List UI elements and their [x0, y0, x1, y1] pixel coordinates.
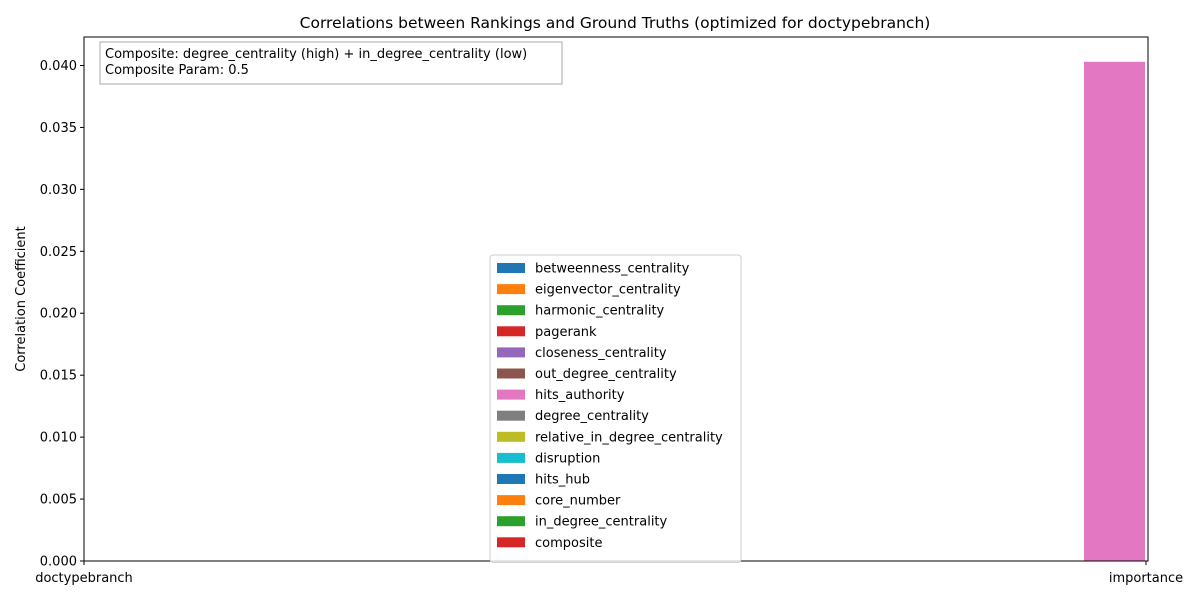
legend-label-core_number: core_number [535, 494, 621, 509]
legend-label-eigenvector_centrality: eigenvector_centrality [535, 283, 681, 298]
legend-label-relative_in_degree_centrality: relative_in_degree_centrality [535, 430, 723, 445]
legend-label-closeness_centrality: closeness_centrality [535, 346, 667, 361]
legend-swatch-closeness_centrality [497, 347, 525, 358]
legend-label-out_degree_centrality: out_degree_centrality [535, 367, 677, 382]
y-tick-label: 0.025 [40, 245, 77, 260]
legend-swatch-in_degree_centrality [497, 516, 525, 527]
legend: betweenness_centrality eigenvector_centra… [489, 254, 742, 563]
legend-swatch-relative_in_degree_centrality [497, 431, 525, 442]
y-tick-label: 0.015 [40, 369, 77, 384]
legend-label-in_degree_centrality: in_degree_centrality [535, 515, 668, 530]
y-tick-label: 0.010 [40, 431, 77, 446]
legend-label-harmonic_centrality: harmonic_centrality [535, 304, 665, 319]
legend-swatch-composite [497, 537, 525, 548]
bar-hits_authority-importance [1084, 61, 1145, 561]
y-tick-label: 0.030 [40, 183, 77, 198]
chart-title: Correlations between Rankings and Ground… [300, 14, 931, 32]
y-tick-label: 0.040 [40, 59, 77, 74]
legend-frame [489, 254, 742, 563]
y-tick-label: 0.020 [40, 307, 77, 322]
y-tick-label: 0.035 [40, 121, 77, 136]
y-tick-label: 0.000 [40, 555, 77, 570]
y-axis-title: Correlation Coefficient [14, 226, 29, 372]
legend-label-hits_hub: hits_hub [535, 473, 590, 488]
annotation-frame [99, 41, 563, 85]
legend-label-disruption: disruption [535, 451, 600, 466]
annotation-line: Composite: degree_centrality (high) + in… [105, 47, 527, 62]
y-tick-label: 0.005 [40, 493, 77, 508]
bars-layer [1084, 61, 1145, 561]
legend-swatch-disruption [497, 452, 525, 463]
x-tick-label: importance [1109, 571, 1183, 586]
annotation-line: Composite Param: 0.5 [105, 63, 249, 78]
legend-label-pagerank: pagerank [535, 325, 597, 340]
legend-label-betweenness_centrality: betweenness_centrality [535, 262, 690, 277]
legend-swatch-eigenvector_centrality [497, 284, 525, 295]
legend-swatch-degree_centrality [497, 410, 525, 421]
legend-swatch-core_number [497, 495, 525, 506]
legend-swatch-out_degree_centrality [497, 368, 525, 379]
legend-label-hits_authority: hits_authority [535, 388, 625, 403]
legend-label-composite: composite [535, 536, 602, 551]
annotation-box: Composite: degree_centrality (high) + in… [99, 41, 563, 85]
legend-swatch-pagerank [497, 326, 525, 337]
legend-swatch-harmonic_centrality [497, 305, 525, 316]
legend-swatch-hits_authority [497, 389, 525, 400]
legend-swatch-hits_hub [497, 474, 525, 484]
legend-label-degree_centrality: degree_centrality [535, 409, 649, 424]
legend-swatch-betweenness_centrality [497, 263, 525, 273]
x-tick-label: doctypebranch [35, 571, 133, 586]
